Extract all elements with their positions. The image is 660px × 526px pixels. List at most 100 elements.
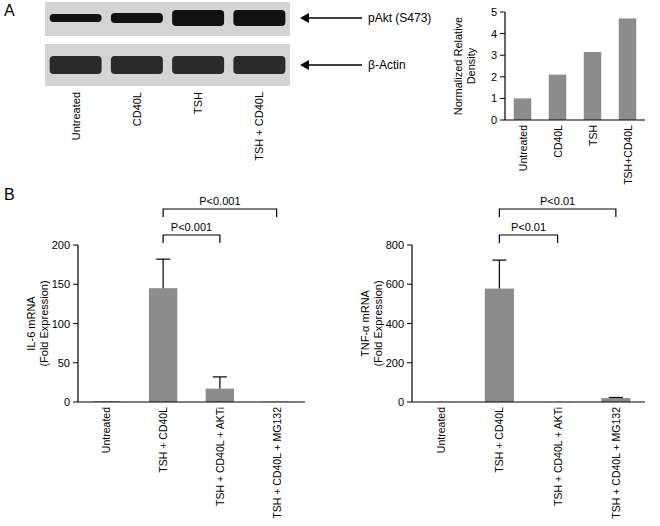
x-tick-label: TSH+CD40L bbox=[622, 125, 634, 185]
bar bbox=[584, 52, 602, 120]
x-tick-label: Untreated bbox=[435, 407, 447, 453]
bar bbox=[149, 288, 177, 402]
x-axis bbox=[505, 119, 645, 120]
arrow bbox=[302, 17, 362, 19]
y-tick-label: 200 bbox=[386, 357, 404, 369]
plot-area bbox=[427, 260, 631, 402]
y-tick-label: 4 bbox=[491, 28, 497, 40]
error-cap bbox=[492, 260, 506, 261]
y-tick-label: 1 bbox=[491, 92, 497, 104]
y-axis-label: Normalized Relative bbox=[452, 17, 464, 115]
x-axis bbox=[412, 401, 645, 402]
error-bar bbox=[492, 260, 506, 288]
bar bbox=[206, 389, 234, 402]
y-tick bbox=[407, 323, 412, 324]
blot-strip bbox=[45, 2, 290, 36]
y-tick bbox=[73, 245, 78, 246]
x-tick-label: TSH + CD40L + AKTi bbox=[214, 407, 226, 506]
y-tick-label: 3 bbox=[491, 49, 497, 61]
y-axis bbox=[504, 12, 505, 120]
significance-bracket bbox=[163, 209, 277, 217]
band bbox=[233, 10, 285, 26]
bar-chart: 0 200 400 600 800 Untreated TSH + CD40L TSH + C… bbox=[359, 195, 645, 519]
y-axis-label: TNF-α mRNA bbox=[359, 289, 371, 357]
plot-area bbox=[92, 259, 291, 402]
y-tick bbox=[500, 12, 505, 13]
panel-label: B bbox=[4, 186, 15, 203]
bar-chart: 050100150200UntreatedTSH + CD40LTSH + CD… bbox=[25, 195, 305, 519]
x-tick-label: TSH + CD40L bbox=[157, 407, 169, 473]
y-tick bbox=[407, 245, 412, 246]
lane-label: CD40L bbox=[131, 92, 143, 126]
p-value: P<0.01 bbox=[511, 221, 546, 233]
band-label: pAkt (S473) bbox=[368, 11, 431, 25]
x-tick-label: TSH + CD40L + MG132 bbox=[610, 407, 622, 519]
p-value: P<0.01 bbox=[540, 195, 575, 207]
lane-label: TSH + CD40L bbox=[253, 92, 265, 161]
band bbox=[50, 14, 102, 22]
y-tick bbox=[407, 284, 412, 285]
y-tick bbox=[500, 33, 505, 34]
band bbox=[111, 56, 163, 74]
x-tick-label: TSH + CD40L + AKTi bbox=[552, 407, 564, 506]
bar bbox=[485, 289, 514, 402]
error-bar bbox=[156, 259, 170, 288]
error-bar bbox=[213, 377, 227, 389]
y-tick-label: 5 bbox=[491, 6, 497, 18]
y-tick bbox=[407, 362, 412, 363]
bar-chart: 0 1 2 3 4 5 Untreated CD40L TSH TSH+CD40L Normaliz… bbox=[452, 6, 645, 185]
y-tick bbox=[500, 55, 505, 56]
y-tick bbox=[500, 76, 505, 77]
y-tick-label: 0 bbox=[398, 396, 404, 408]
error-cap bbox=[213, 376, 227, 377]
error-cap bbox=[609, 397, 623, 398]
y-tick-label: 100 bbox=[52, 318, 70, 330]
y-tick bbox=[73, 362, 78, 363]
x-tick-label: Untreated bbox=[517, 125, 529, 171]
y-tick-label: 2 bbox=[491, 71, 497, 83]
bar bbox=[619, 18, 637, 120]
x-tick-label: TSH + CD40L + MG132 bbox=[271, 407, 283, 519]
lane-label: TSH bbox=[192, 92, 204, 114]
y-tick bbox=[500, 120, 505, 121]
band bbox=[111, 13, 163, 23]
y-tick-label: 200 bbox=[52, 239, 70, 251]
blot-strip bbox=[45, 44, 290, 86]
x-tick-label: CD40L bbox=[552, 125, 564, 158]
band bbox=[50, 56, 102, 74]
y-tick bbox=[73, 323, 78, 324]
band-label: β-Actin bbox=[368, 58, 406, 72]
error-cap bbox=[156, 259, 170, 260]
y-tick bbox=[73, 284, 78, 285]
x-tick-label: Untreated bbox=[100, 407, 112, 453]
figure: ABpAkt (S473)β-ActinUntreatedCD40LTSHTSH… bbox=[0, 0, 660, 526]
significance-bracket bbox=[499, 209, 616, 217]
error-line bbox=[219, 377, 220, 389]
y-axis-label: (Fold Expression) bbox=[372, 280, 384, 366]
y-tick-label: 400 bbox=[386, 318, 404, 330]
band bbox=[172, 10, 224, 26]
p-value: P<0.001 bbox=[199, 195, 240, 207]
y-tick bbox=[500, 98, 505, 99]
significance-bracket bbox=[499, 235, 557, 243]
y-axis-label: IL-6 mRNA bbox=[25, 296, 37, 351]
x-tick-label: TSH + CD40L bbox=[493, 407, 505, 473]
y-tick bbox=[73, 402, 78, 403]
bar bbox=[549, 75, 567, 120]
arrow-head bbox=[300, 13, 309, 23]
bar bbox=[514, 98, 532, 120]
y-tick-label: 0 bbox=[64, 396, 70, 408]
arrow-head bbox=[300, 60, 309, 70]
band bbox=[233, 56, 285, 74]
y-tick-label: 800 bbox=[386, 239, 404, 251]
arrow bbox=[302, 64, 362, 66]
y-axis-label: Density bbox=[465, 47, 477, 84]
lane-label: Untreated bbox=[70, 92, 82, 140]
y-tick bbox=[407, 402, 412, 403]
y-tick-label: 0 bbox=[491, 114, 497, 126]
y-tick-label: 600 bbox=[386, 278, 404, 290]
plot-area bbox=[514, 18, 637, 120]
x-tick-label: TSH bbox=[587, 125, 599, 146]
x-axis bbox=[78, 401, 305, 402]
y-tick-label: 150 bbox=[52, 278, 70, 290]
